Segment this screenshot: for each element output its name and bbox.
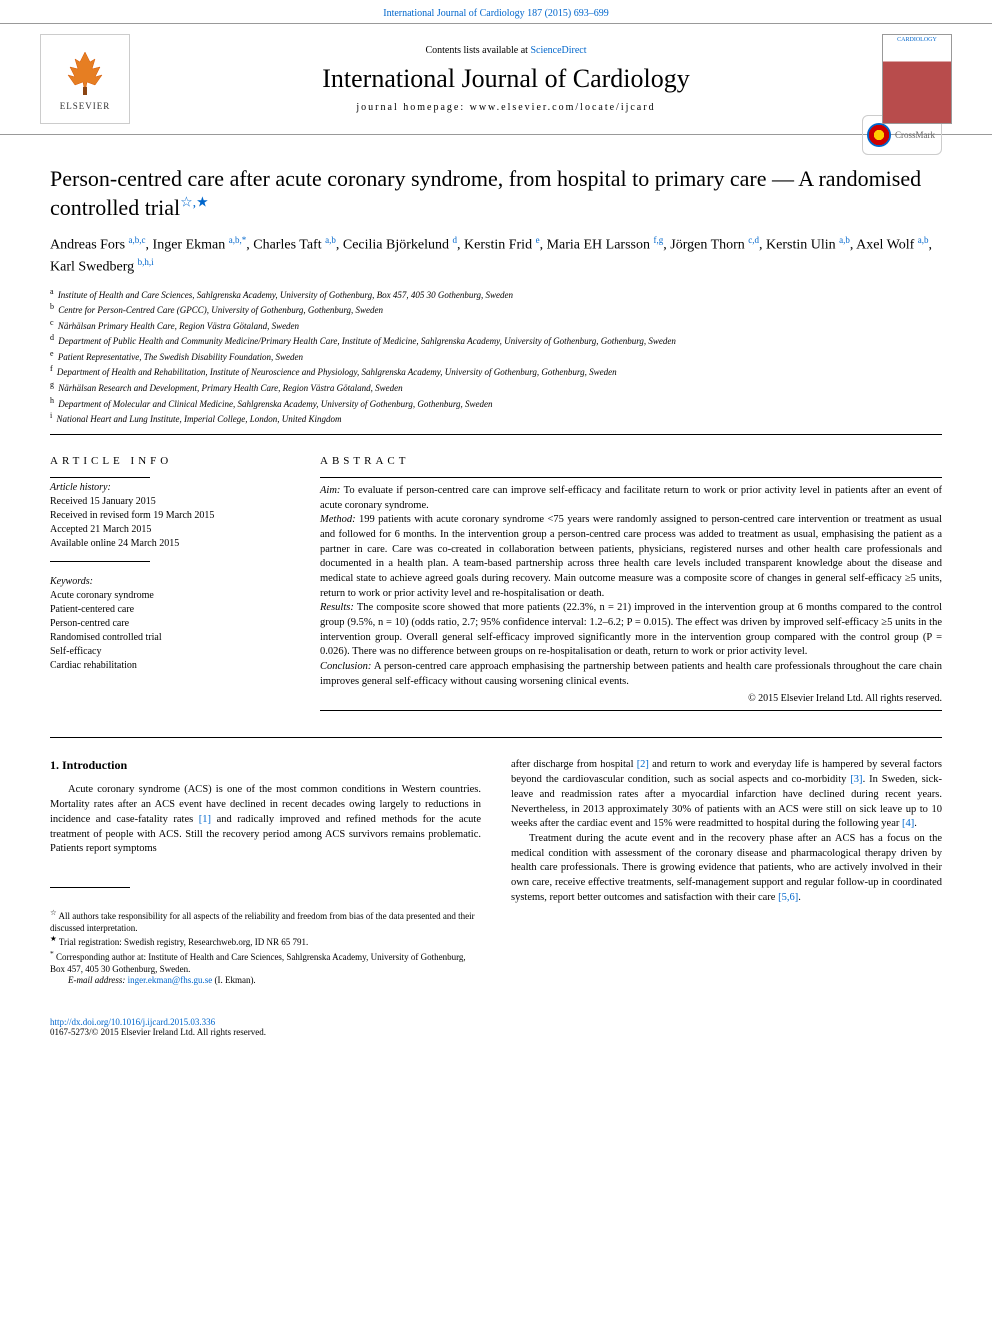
- affiliation-item: c Närhälsan Primary Health Care, Region …: [50, 317, 942, 333]
- footnote-2-text: Trial registration: Swedish registry, Re…: [57, 937, 308, 947]
- journal-name: International Journal of Cardiology: [150, 64, 862, 94]
- footnote-1-mark: ☆: [50, 908, 57, 917]
- sciencedirect-link[interactable]: ScienceDirect: [530, 45, 586, 56]
- authors-list: Andreas Fors a,b,c, Inger Ekman a,b,*, C…: [50, 234, 942, 277]
- article-info-label: ARTICLE INFO: [50, 455, 290, 467]
- footnote-email: E-mail address: inger.ekman@fhs.gu.se (I…: [50, 975, 481, 987]
- reference-link[interactable]: [2]: [637, 759, 649, 770]
- abstract-text: Aim: To evaluate if person-centred care …: [320, 484, 942, 690]
- body-paragraph-col2-1: after discharge from hospital [2] and re…: [511, 758, 942, 831]
- footnote-corresponding: * Corresponding author at: Institute of …: [50, 949, 481, 975]
- page-footer: http://dx.doi.org/10.1016/j.ijcard.2015.…: [0, 1007, 992, 1057]
- divider-line: [50, 434, 942, 435]
- abstract-label: ABSTRACT: [320, 455, 942, 467]
- intro-paragraph-1: Acute coronary syndrome (ACS) is one of …: [50, 783, 481, 856]
- elsevier-label: ELSEVIER: [60, 101, 111, 111]
- reference-link[interactable]: [1]: [199, 814, 211, 825]
- intro-heading: 1. Introduction: [50, 758, 481, 773]
- contents-line: Contents lists available at ScienceDirec…: [150, 45, 862, 56]
- footnote-2: ★ Trial registration: Swedish registry, …: [50, 934, 481, 949]
- footnote-divider: [50, 887, 130, 888]
- affiliation-item: h Department of Molecular and Clinical M…: [50, 395, 942, 411]
- history-item: Accepted 21 March 2015: [50, 523, 290, 537]
- article-title-marks[interactable]: ☆,★: [180, 195, 209, 210]
- abstract-conclusion: A person-centred care approach emphasisi…: [320, 661, 942, 687]
- affiliation-item: i National Heart and Lung Institute, Imp…: [50, 410, 942, 426]
- body-column-left: 1. Introduction Acute coronary syndrome …: [50, 758, 481, 987]
- abstract-aim-label: Aim:: [320, 485, 340, 496]
- history-item: Available online 24 March 2015: [50, 537, 290, 551]
- history-item: Received 15 January 2015: [50, 495, 290, 509]
- reference-link[interactable]: [4]: [902, 818, 914, 829]
- abstract-conclusion-label: Conclusion:: [320, 661, 371, 672]
- elsevier-logo[interactable]: ELSEVIER: [40, 34, 130, 124]
- homepage-prefix: journal homepage:: [356, 102, 469, 113]
- crossmark-icon: [867, 123, 891, 147]
- homepage-url[interactable]: www.elsevier.com/locate/ijcard: [470, 102, 656, 113]
- divider-line: [320, 477, 942, 478]
- abstract-column: ABSTRACT Aim: To evaluate if person-cent…: [320, 455, 942, 718]
- abstract-results-label: Results:: [320, 602, 354, 613]
- article-title-text: Person-centred care after acute coronary…: [50, 166, 921, 220]
- elsevier-tree-icon: [60, 47, 110, 97]
- contents-prefix: Contents lists available at: [425, 45, 530, 56]
- affiliation-item: e Patient Representative, The Swedish Di…: [50, 348, 942, 364]
- footnote-1-text: All authors take responsibility for all …: [50, 911, 475, 933]
- article-title: Person-centred care after acute coronary…: [50, 165, 942, 222]
- article-info-column: ARTICLE INFO Article history: Received 1…: [50, 455, 290, 718]
- keyword-item: Patient-centered care: [50, 603, 290, 617]
- abstract-copyright: © 2015 Elsevier Ireland Ltd. All rights …: [320, 693, 942, 704]
- history-item: Received in revised form 19 March 2015: [50, 509, 290, 523]
- journal-header: ELSEVIER Contents lists available at Sci…: [0, 23, 992, 135]
- affiliation-item: b Centre for Person-Centred Care (GPCC),…: [50, 301, 942, 317]
- keyword-item: Acute coronary syndrome: [50, 589, 290, 603]
- body-paragraph-col2-2: Treatment during the acute event and in …: [511, 832, 942, 905]
- issn-copyright: 0167-5273/© 2015 Elsevier Ireland Ltd. A…: [50, 1027, 266, 1037]
- email-link[interactable]: inger.ekman@fhs.gu.se: [128, 975, 213, 985]
- affiliation-item: d Department of Public Health and Commun…: [50, 332, 942, 348]
- reference-link[interactable]: [5,6]: [778, 892, 798, 903]
- footnotes: ☆ All authors take responsibility for al…: [50, 908, 481, 987]
- abstract-results: The composite score showed that more pat…: [320, 602, 942, 657]
- footnote-corr-text: Corresponding author at: Institute of He…: [50, 952, 466, 974]
- journal-cover-label: CARDIOLOGY: [883, 35, 951, 45]
- homepage-line: journal homepage: www.elsevier.com/locat…: [150, 102, 862, 113]
- email-suffix: (I. Ekman).: [212, 975, 255, 985]
- abstract-aim: To evaluate if person-centred care can i…: [320, 485, 942, 511]
- affiliations-list: a Institute of Health and Care Sciences,…: [50, 286, 942, 426]
- header-citation-link[interactable]: International Journal of Cardiology 187 …: [383, 8, 609, 19]
- keyword-item: Cardiac rehabilitation: [50, 659, 290, 673]
- keyword-item: Self-efficacy: [50, 645, 290, 659]
- keywords-label: Keywords:: [50, 576, 290, 587]
- header-citation: International Journal of Cardiology 187 …: [0, 0, 992, 23]
- email-label: E-mail address:: [68, 975, 128, 985]
- journal-header-center: Contents lists available at ScienceDirec…: [150, 45, 862, 113]
- affiliation-item: g Närhälsan Research and Development, Pr…: [50, 379, 942, 395]
- divider-line: [320, 710, 942, 711]
- reference-link[interactable]: [3]: [850, 774, 862, 785]
- keyword-item: Randomised controlled trial: [50, 631, 290, 645]
- history-label: Article history:: [50, 482, 290, 493]
- keyword-item: Person-centred care: [50, 617, 290, 631]
- divider-short: [50, 477, 150, 478]
- abstract-method-label: Method:: [320, 514, 356, 525]
- journal-cover-thumbnail[interactable]: CARDIOLOGY: [882, 34, 952, 124]
- crossmark-label: CrossMark: [895, 130, 935, 140]
- affiliation-item: a Institute of Health and Care Sciences,…: [50, 286, 942, 302]
- affiliation-item: f Department of Health and Rehabilitatio…: [50, 363, 942, 379]
- footnote-1: ☆ All authors take responsibility for al…: [50, 908, 481, 934]
- body-column-right: after discharge from hospital [2] and re…: [511, 758, 942, 987]
- body-columns: 1. Introduction Acute coronary syndrome …: [0, 738, 992, 1007]
- abstract-method: 199 patients with acute coronary syndrom…: [320, 514, 942, 598]
- doi-link[interactable]: http://dx.doi.org/10.1016/j.ijcard.2015.…: [50, 1017, 215, 1027]
- divider-short: [50, 561, 150, 562]
- footnote-2-mark: ★: [50, 934, 57, 943]
